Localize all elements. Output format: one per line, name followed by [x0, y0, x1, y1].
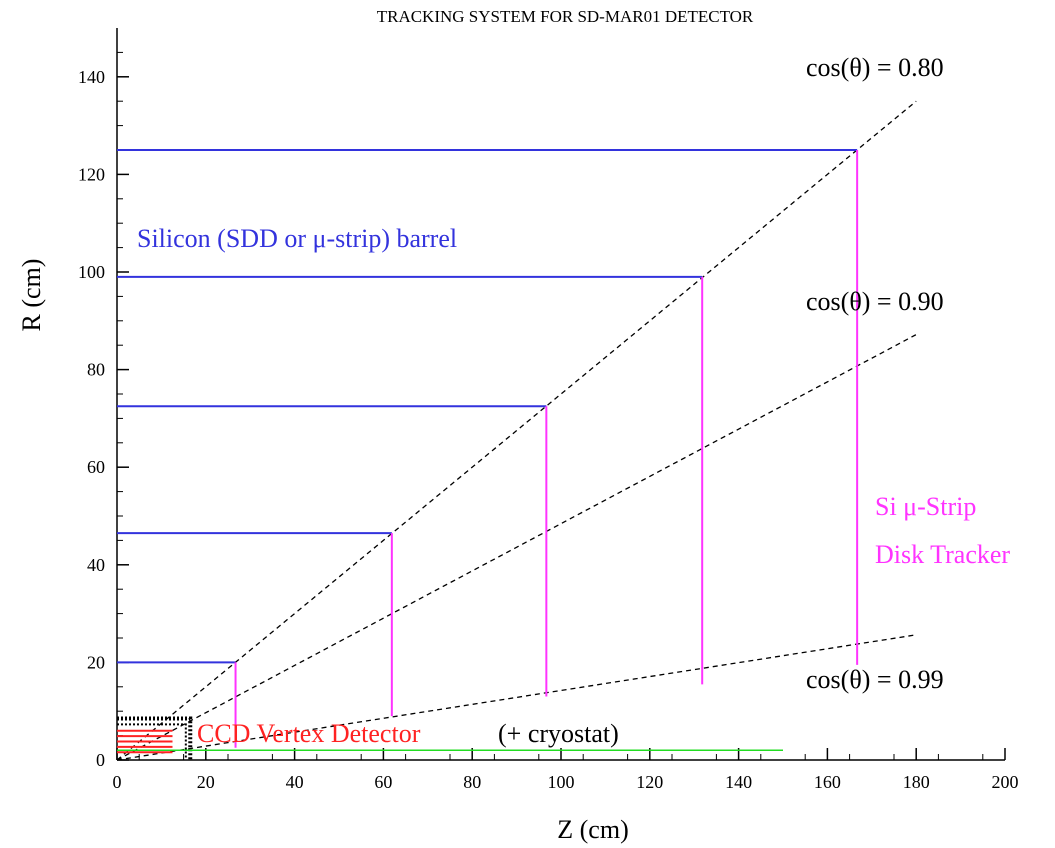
y-tick-label: 20	[87, 652, 105, 672]
barrel-label: Silicon (SDD or μ-strip) barrel	[137, 224, 457, 253]
x-tick-label: 180	[903, 772, 930, 792]
x-tick-label: 160	[814, 772, 841, 792]
y-tick-label: 100	[78, 262, 105, 282]
chart-title: TRACKING SYSTEM FOR SD-MAR01 DETECTOR	[377, 7, 754, 26]
x-tick-label: 20	[197, 772, 215, 792]
x-tick-label: 120	[636, 772, 663, 792]
vertex-detector	[117, 716, 193, 760]
disk-layers	[234, 150, 859, 748]
cryostat-outline	[117, 716, 193, 760]
y-tick-label: 60	[87, 457, 105, 477]
y-tick-label: 80	[87, 360, 105, 380]
cone-line	[116, 333, 917, 761]
x-tick-label: 140	[725, 772, 752, 792]
cone-label-080: cos(θ) = 0.80	[806, 53, 944, 82]
y-axis-label: R (cm)	[17, 259, 46, 332]
x-tick-label: 40	[286, 772, 304, 792]
cryostat-inner-outline	[117, 723, 187, 760]
barrel-layers	[117, 149, 858, 664]
cone-label-090: cos(θ) = 0.90	[806, 287, 944, 316]
y-tick-label: 0	[96, 750, 105, 770]
x-tick-label: 80	[463, 772, 481, 792]
x-tick-label: 200	[992, 772, 1019, 792]
x-axis-label: Z (cm)	[557, 815, 628, 844]
axis-ticks	[116, 51, 1006, 761]
x-tick-label: 0	[113, 772, 122, 792]
x-tick-label: 60	[374, 772, 392, 792]
cone-line	[116, 100, 917, 761]
cone-label-099: cos(θ) = 0.99	[806, 665, 944, 694]
cryostat-label: (+ cryostat)	[498, 719, 619, 748]
y-tick-label: 140	[78, 67, 105, 87]
y-tick-label: 120	[78, 164, 105, 184]
disk-label-line2: Disk Tracker	[875, 540, 1010, 569]
axis-tick-labels: 0 20 40 60 80 100 120 140 160 180 200 0 20 40 60 80 100 1…	[78, 67, 1019, 792]
cone-labels: cos(θ) = 0.80 cos(θ) = 0.90 cos(θ) = 0.9…	[806, 53, 944, 694]
y-tick-label: 40	[87, 555, 105, 575]
cone-lines	[116, 100, 917, 761]
vertex-label: CCD Vertex Detector	[197, 719, 421, 748]
x-tick-label: 100	[548, 772, 575, 792]
disk-label-line1: Si μ-Strip	[875, 492, 976, 521]
